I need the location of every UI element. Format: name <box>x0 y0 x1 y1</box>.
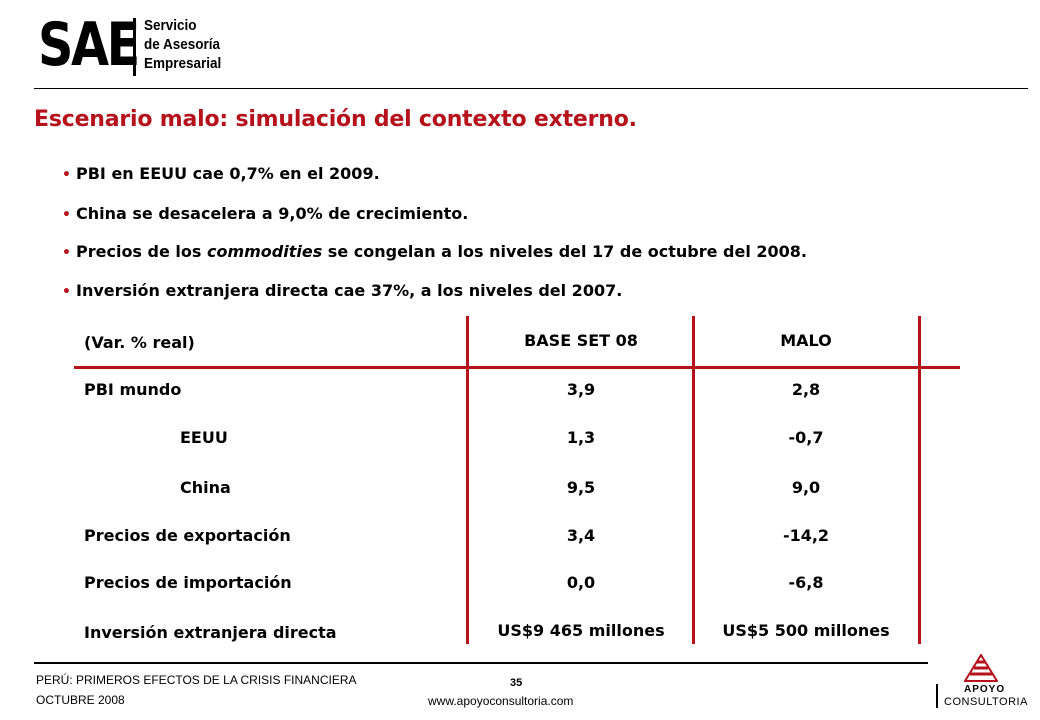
footer-date: OCTUBRE 2008 <box>36 693 125 707</box>
sae-logo-mark: SAE <box>38 10 140 80</box>
row-label: Inversión extranjera directa <box>84 623 337 642</box>
table-column-divider <box>918 316 921 644</box>
header-rule <box>34 88 1028 89</box>
column-header-malo: MALO <box>780 331 832 350</box>
page-number: 35 <box>510 677 523 689</box>
bullet-text: PBI en EEUU cae 0,7% en el 2009. <box>76 164 380 183</box>
bullet-dot-icon: • <box>62 207 71 223</box>
apoyo-logo-bracket <box>936 684 938 708</box>
logo-divider <box>133 18 136 76</box>
apoyo-logo-line-1: APOYO <box>964 684 1006 695</box>
table-unit-label: (Var. % real) <box>84 333 195 352</box>
bullet-dot-icon: • <box>62 167 71 183</box>
sae-logo-tagline: Servicio de Asesoría Empresarial <box>144 16 221 73</box>
bullet-text: Inversión extranjera directa cae 37%, a … <box>76 281 623 300</box>
apoyo-logo-line-2: CONSULTORIA <box>944 696 1028 708</box>
row-label: China <box>180 478 231 497</box>
cell-malo: -14,2 <box>782 526 830 545</box>
bullet-item: • PBI en EEUU cae 0,7% en el 2009. <box>62 164 380 183</box>
cell-base: 9,5 <box>566 478 596 497</box>
bullet-item: • Precios de los commodities se congelan … <box>62 242 807 261</box>
bullet-text-after: se congelan a los niveles del 17 de octu… <box>322 242 808 261</box>
cell-base: 3,9 <box>566 380 596 399</box>
column-header-base: BASE SET 08 <box>524 331 638 350</box>
footer-report-title: PERÚ: PRIMEROS EFECTOS DE LA CRISIS FINA… <box>36 673 357 687</box>
row-label: Precios de importación <box>84 573 292 592</box>
sae-logo: SAE Servicio de Asesoría Empresarial <box>38 10 238 80</box>
bullet-text-before: Precios de los <box>76 242 207 261</box>
cell-base: 1,3 <box>566 428 596 447</box>
cell-malo: 2,8 <box>791 380 821 399</box>
row-label: Precios de exportación <box>84 526 291 545</box>
bullet-dot-icon: • <box>62 245 71 261</box>
bullet-text: China se desacelera a 9,0% de crecimient… <box>76 204 469 223</box>
bullet-dot-icon: • <box>62 284 71 300</box>
bullet-item: • China se desacelera a 9,0% de crecimien… <box>62 204 468 223</box>
tagline-line-1: Servicio <box>144 17 197 34</box>
cell-malo: US$5 500 millones <box>722 621 890 640</box>
apoyo-consultoria-logo: APOYO CONSULTORIA <box>936 654 1028 714</box>
cell-base: 3,4 <box>566 526 596 545</box>
cell-base: US$9 465 millones <box>497 621 665 640</box>
slide-title: Escenario malo: simulación del contexto … <box>34 107 637 132</box>
footer-website: www.apoyoconsultoria.com <box>428 694 574 708</box>
row-label: EEUU <box>180 428 228 447</box>
cell-malo: -0,7 <box>788 428 824 447</box>
table-column-divider <box>466 316 469 644</box>
bullet-text-emphasis: commodities <box>206 242 323 261</box>
cell-malo: -6,8 <box>788 573 824 592</box>
cell-base: 0,0 <box>566 573 596 592</box>
tagline-line-2: de Asesoría <box>144 36 221 53</box>
apoyo-triangle-icon <box>964 654 998 682</box>
bullet-item: • Inversión extranjera directa cae 37%, a… <box>62 281 622 300</box>
table-header-rule <box>74 366 960 369</box>
table-column-divider <box>692 316 695 644</box>
cell-malo: 9,0 <box>791 478 821 497</box>
row-label: PBI mundo <box>84 380 182 399</box>
tagline-line-3: Empresarial <box>144 55 222 72</box>
footer-rule <box>34 662 928 664</box>
